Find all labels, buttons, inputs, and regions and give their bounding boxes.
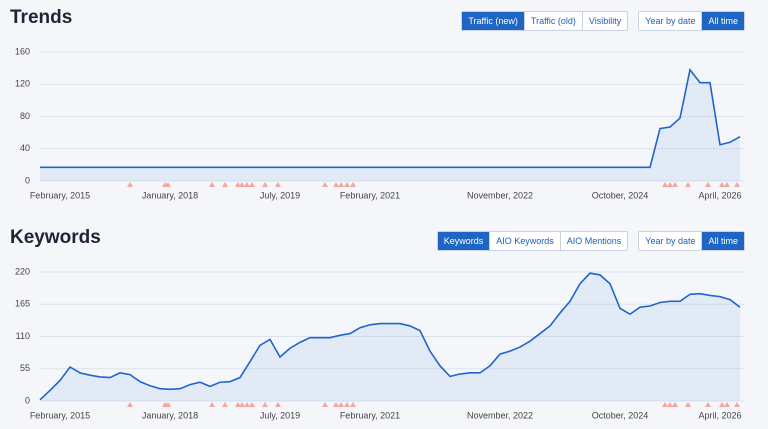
event-marker <box>322 402 328 407</box>
y-tick-label: 55 <box>20 363 30 373</box>
y-tick-label: 0 <box>25 395 30 405</box>
event-marker <box>685 182 691 187</box>
event-marker <box>222 182 228 187</box>
event-marker <box>322 182 328 187</box>
event-marker <box>275 402 281 407</box>
event-marker <box>344 182 350 187</box>
range-tab[interactable]: All time <box>701 232 744 250</box>
event-marker <box>724 182 730 187</box>
event-marker <box>667 402 673 407</box>
event-marker <box>667 182 673 187</box>
event-marker <box>672 402 678 407</box>
y-tick-label: 110 <box>16 331 30 341</box>
event-marker <box>249 402 255 407</box>
x-tick-label: October, 2024 <box>592 410 649 420</box>
x-tick-label: November, 2022 <box>467 190 533 200</box>
button-group: Keywords AIO Keywords AIO Mentions <box>436 231 629 251</box>
x-tick-label: October, 2024 <box>592 190 649 200</box>
event-marker <box>344 402 350 407</box>
event-marker <box>209 402 215 407</box>
event-marker <box>719 402 725 407</box>
line <box>39 272 741 401</box>
y-tick-label: 80 <box>20 111 30 121</box>
event-marker <box>165 402 171 407</box>
event-marker <box>333 402 339 407</box>
toolbar: Keywords AIO Keywords AIO Mentions Year by … <box>436 231 745 251</box>
line <box>40 67 741 169</box>
event-marker <box>672 182 678 187</box>
event-marker <box>209 182 215 187</box>
event-marker <box>662 402 668 407</box>
event-marker <box>719 182 725 187</box>
x-tick-label: January, 2018 <box>142 190 198 200</box>
event-marker <box>244 182 250 187</box>
event-marker <box>685 402 691 407</box>
event-marker <box>235 182 241 187</box>
metric-tab[interactable]: Traffic (new) <box>462 12 524 30</box>
x-tick-label: February, 2015 <box>30 410 90 420</box>
metric-tab[interactable]: Visibility <box>581 12 627 30</box>
range-tab[interactable]: All time <box>701 12 744 30</box>
event-marker <box>338 182 344 187</box>
event-marker <box>239 402 245 407</box>
metric-tab[interactable]: AIO Mentions <box>559 232 628 250</box>
range-tab[interactable]: Year by date <box>645 16 696 26</box>
y-tick-label: 40 <box>20 143 30 153</box>
y-tick-label: 220 <box>15 266 30 276</box>
event-marker <box>734 402 740 407</box>
x-tick-label: February, 2021 <box>340 190 400 200</box>
event-marker <box>222 402 228 407</box>
event-marker <box>333 182 339 187</box>
metric-tab[interactable]: Traffic (old) <box>523 12 582 30</box>
chart-title: Keywords <box>10 227 101 248</box>
event-marker <box>239 182 245 187</box>
x-tick-label: February, 2015 <box>30 190 90 200</box>
event-marker <box>705 402 711 407</box>
x-tick-label: November, 2022 <box>467 410 533 420</box>
event-marker <box>235 402 241 407</box>
area-fill <box>40 69 740 181</box>
event-marker <box>127 182 133 187</box>
metric-tab[interactable]: Keywords <box>437 232 490 250</box>
event-marker <box>662 182 668 187</box>
y-tick-label: 0 <box>25 175 30 185</box>
event-marker <box>275 182 281 187</box>
event-marker <box>127 402 133 407</box>
event-marker <box>249 182 255 187</box>
event-marker <box>724 402 730 407</box>
x-tick-label: January, 2018 <box>142 410 198 420</box>
x-tick-label: July, 2019 <box>260 190 300 200</box>
chart-title: Trends <box>10 7 72 28</box>
range-tab[interactable]: Year by date <box>645 236 696 246</box>
event-marker <box>262 402 268 407</box>
event-marker <box>705 182 711 187</box>
x-tick-label: April, 2026 <box>698 190 741 200</box>
x-tick-label: July, 2019 <box>260 410 300 420</box>
event-marker <box>734 182 740 187</box>
y-tick-label: 165 <box>15 299 30 309</box>
area-fill <box>40 273 740 401</box>
y-tick-label: 120 <box>15 79 30 89</box>
metric-tab[interactable]: AIO Keywords <box>489 232 560 250</box>
button-group: Year by date All time <box>638 231 745 251</box>
event-marker <box>350 182 356 187</box>
x-tick-label: February, 2021 <box>340 410 400 420</box>
toolbar: Traffic (new) Traffic (old) Visibility Year… <box>461 11 745 31</box>
y-tick-label: 160 <box>15 46 30 56</box>
button-group: Traffic (new) Traffic (old) Visibility <box>461 11 629 31</box>
event-marker <box>350 402 356 407</box>
button-group: Year by date All time <box>638 11 745 31</box>
event-marker <box>262 182 268 187</box>
event-marker <box>165 182 171 187</box>
x-tick-label: April, 2026 <box>698 410 741 420</box>
event-marker <box>244 402 250 407</box>
event-marker <box>338 402 344 407</box>
